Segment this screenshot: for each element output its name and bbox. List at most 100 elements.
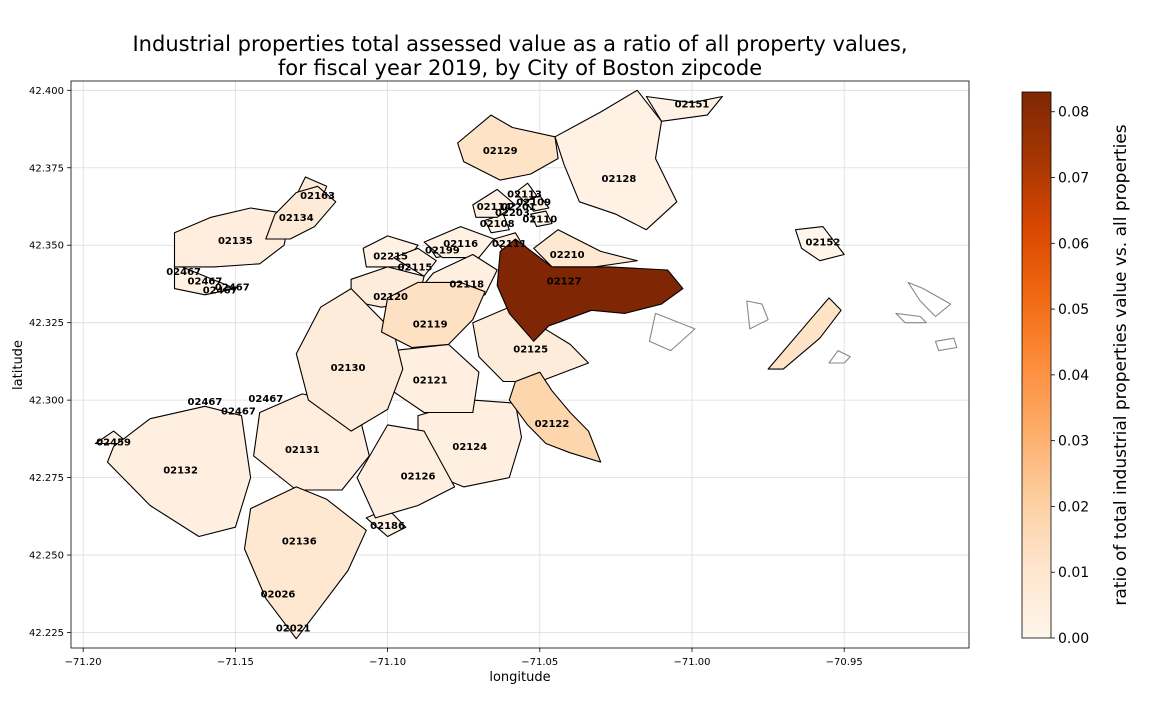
colorbar-tick-label: 0.06 bbox=[1058, 236, 1089, 252]
chart-title-line2: for fiscal year 2019, by City of Boston … bbox=[277, 56, 763, 80]
zip-label-02130: 02130 bbox=[331, 363, 366, 374]
zip-region-02109 bbox=[524, 195, 550, 212]
zip-label-02129: 02129 bbox=[483, 146, 518, 157]
x-tick-label: −70.95 bbox=[826, 657, 863, 668]
y-axis-label: latitude bbox=[11, 340, 26, 390]
zip-region-02115 bbox=[393, 247, 437, 277]
x-tick-label: −71.15 bbox=[217, 657, 254, 668]
zip-label-02110: 02110 bbox=[522, 214, 557, 225]
zip-label-02127: 02127 bbox=[547, 276, 582, 287]
zip-region-02132 bbox=[106, 405, 252, 538]
zip-region-02119 bbox=[380, 281, 486, 349]
colorbar-tick-label: 0.08 bbox=[1058, 105, 1089, 121]
zip-label-02115: 02115 bbox=[398, 262, 433, 273]
zip-label-02467: 02467 bbox=[188, 397, 223, 408]
y-ticks: 42.225 42.250 42.275 42.300 42.325 42.350 42.3… bbox=[29, 86, 71, 639]
zip-region-02459 bbox=[94, 430, 130, 445]
zip-label-02131: 02131 bbox=[285, 445, 320, 456]
zip-region-02114 bbox=[472, 188, 516, 218]
zip-label-02199: 02199 bbox=[425, 245, 460, 256]
zip-region-02467 bbox=[173, 263, 236, 296]
zip-label-02459: 02459 bbox=[96, 437, 131, 448]
colorbar bbox=[1021, 91, 1052, 639]
zip-label-02163: 02163 bbox=[300, 191, 335, 202]
zip-region-02116 bbox=[423, 226, 495, 259]
chart-title: Industrial properties total assessed val… bbox=[60, 32, 980, 80]
zip-label-02119: 02119 bbox=[413, 320, 448, 331]
x-axis-label: longitude bbox=[489, 670, 550, 685]
island-shape bbox=[828, 350, 851, 364]
zip-label-02201: 02201 bbox=[501, 202, 536, 213]
zip-region-02126 bbox=[356, 424, 456, 519]
colorbar-ticks: 0.00 0.01 0.02 0.03 0.04 0.05 0.06 0.07 0.08 bbox=[1051, 105, 1089, 647]
island-shape bbox=[907, 281, 952, 318]
y-tick-label: 42.375 bbox=[29, 163, 64, 174]
zip-label-02109: 02109 bbox=[516, 197, 551, 208]
colorbar-tick-label: 0.07 bbox=[1058, 171, 1089, 187]
y-tick-label: 42.350 bbox=[29, 241, 64, 252]
zip-region-02134 bbox=[265, 185, 337, 240]
zip-region-02127 bbox=[496, 238, 684, 342]
zip-label-02136: 02136 bbox=[282, 537, 317, 548]
zip-label-02203: 02203 bbox=[495, 208, 530, 219]
island-shape bbox=[767, 297, 842, 370]
zip-labels: 02127 02122 02119 02129 02136 02210 02134 02163… bbox=[96, 100, 840, 635]
zip-label-02215: 02215 bbox=[373, 252, 408, 263]
zip-region-02130 bbox=[295, 288, 404, 432]
zip-label-02114: 02114 bbox=[477, 202, 512, 213]
colorbar-tick-label: 0.05 bbox=[1058, 302, 1089, 318]
island-shape bbox=[895, 312, 927, 324]
zip-label-02021: 02021 bbox=[276, 623, 311, 634]
x-tick-label: −71.00 bbox=[673, 657, 710, 668]
zip-region-02135 bbox=[173, 207, 291, 268]
zip-label-02467: 02467 bbox=[166, 267, 201, 278]
zip-label-02108: 02108 bbox=[480, 219, 515, 230]
island-shape bbox=[934, 337, 958, 352]
zip-label-02152: 02152 bbox=[805, 238, 840, 249]
zip-label-02122: 02122 bbox=[535, 419, 570, 430]
zip-label-02026: 02026 bbox=[261, 589, 296, 600]
colorbar-label: ratio of total industrial properties val… bbox=[1111, 124, 1131, 605]
x-tick-label: −71.05 bbox=[521, 657, 558, 668]
zip-label-02186: 02186 bbox=[370, 521, 405, 532]
colorbar-tick-label: 0.03 bbox=[1058, 434, 1089, 450]
zip-label-02113: 02113 bbox=[507, 190, 542, 201]
zip-region-02122 bbox=[508, 371, 602, 463]
zip-label-02467: 02467 bbox=[215, 283, 250, 294]
island-shape bbox=[648, 312, 696, 352]
zip-regions bbox=[94, 89, 958, 640]
y-tick-label: 42.225 bbox=[29, 628, 64, 639]
zip-label-02126: 02126 bbox=[401, 472, 436, 483]
zip-label-02467: 02467 bbox=[188, 276, 223, 287]
zip-region-02210 bbox=[533, 229, 638, 268]
zip-label-02132: 02132 bbox=[163, 465, 198, 476]
x-tick-label: −71.20 bbox=[65, 657, 102, 668]
zip-label-02151: 02151 bbox=[675, 100, 710, 111]
y-tick-label: 42.275 bbox=[29, 473, 64, 484]
zip-region-02152 bbox=[794, 226, 845, 262]
island-shape bbox=[746, 300, 769, 330]
x-tick-label: −71.10 bbox=[369, 657, 406, 668]
zip-label-02111: 02111 bbox=[492, 239, 527, 250]
zip-label-02467: 02467 bbox=[203, 286, 238, 297]
x-ticks: −71.20 −71.15 −71.10 −71.05 −71.00 −70.95 bbox=[65, 648, 863, 668]
zip-label-02120: 02120 bbox=[373, 292, 408, 303]
zip-label-02467: 02467 bbox=[221, 406, 256, 417]
colorbar-tick-label: 0.04 bbox=[1058, 368, 1089, 384]
chart-title-line1: Industrial properties total assessed val… bbox=[132, 32, 908, 56]
zip-region-02128 bbox=[554, 89, 678, 231]
zip-label-02124: 02124 bbox=[452, 442, 487, 453]
zip-region-02129 bbox=[457, 114, 559, 181]
zip-region-02136 bbox=[243, 486, 367, 640]
zip-label-02135: 02135 bbox=[218, 236, 253, 247]
zip-region-02110 bbox=[530, 210, 553, 228]
zip-label-02128: 02128 bbox=[602, 174, 637, 185]
y-tick-label: 42.250 bbox=[29, 551, 64, 562]
zip-label-02125: 02125 bbox=[513, 345, 548, 356]
zip-label-02118: 02118 bbox=[449, 279, 484, 290]
y-tick-label: 42.400 bbox=[29, 86, 64, 97]
y-tick-label: 42.300 bbox=[29, 396, 64, 407]
y-tick-label: 42.325 bbox=[29, 318, 64, 329]
zip-region-02113 bbox=[514, 182, 538, 203]
